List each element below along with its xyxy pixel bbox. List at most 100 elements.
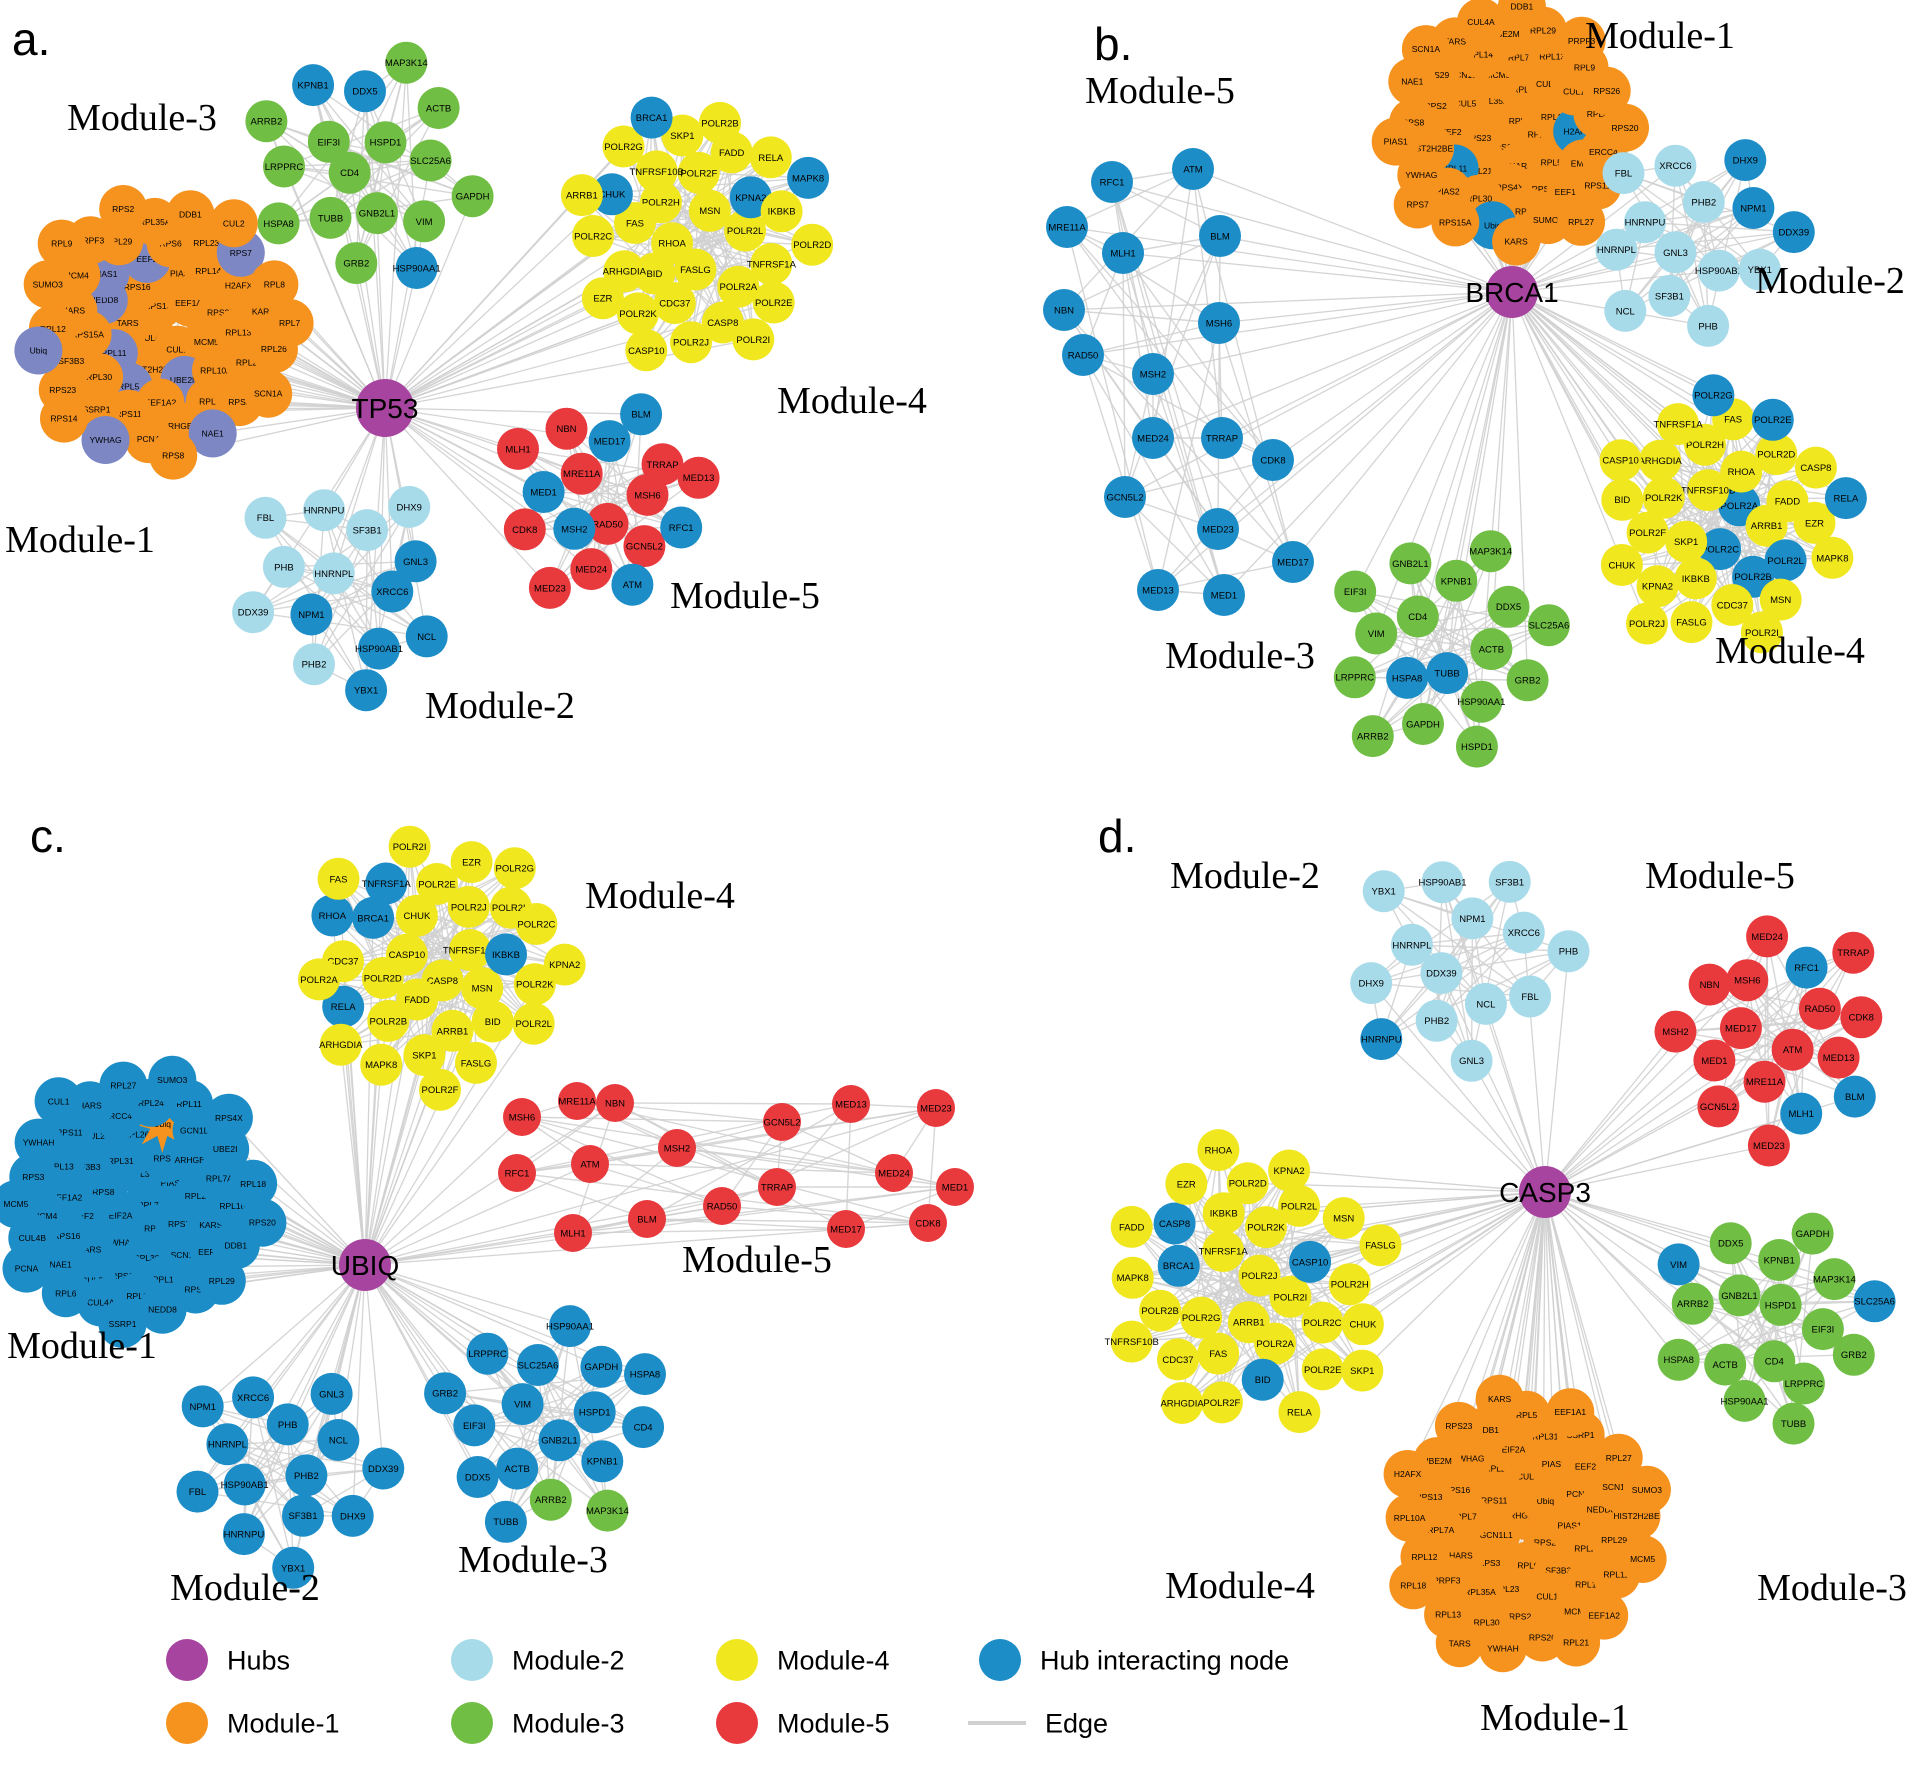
node-RPS15A[interactable]: RPS15A: [1431, 198, 1480, 247]
node-RPS14[interactable]: RPS14: [40, 394, 88, 443]
node-RPL9[interactable]: RPL9: [37, 219, 86, 268]
node-DDX39[interactable]: DDX39: [232, 591, 275, 634]
node-MAP3K14[interactable]: MAP3K14: [586, 1489, 629, 1532]
node-RAD50[interactable]: RAD50: [1798, 987, 1841, 1030]
node-CD4[interactable]: CD4: [1753, 1340, 1796, 1383]
node-BLM[interactable]: BLM: [1833, 1075, 1876, 1118]
node-YBX1[interactable]: YBX1: [1362, 870, 1405, 913]
node-HNRNPU[interactable]: HNRNPU: [303, 489, 346, 532]
node-POLR2L[interactable]: POLR2L: [724, 209, 767, 252]
hub-node-BRCA1[interactable]: BRCA1: [1465, 266, 1559, 318]
node-POLR2K[interactable]: POLR2K: [1642, 476, 1685, 519]
node-SKP1[interactable]: SKP1: [403, 1034, 446, 1077]
node-SCN1A[interactable]: SCN1A: [1401, 25, 1450, 74]
node-RHOA[interactable]: RHOA: [1197, 1129, 1240, 1172]
node-MSH2[interactable]: MSH2: [553, 507, 596, 550]
node-KPNB1[interactable]: KPNB1: [581, 1440, 624, 1483]
node-ARHGDIA[interactable]: ARHGDIA: [319, 1023, 363, 1066]
node-NBN[interactable]: NBN: [596, 1084, 634, 1122]
node-MSN[interactable]: MSN: [1759, 578, 1802, 621]
node-MCM5[interactable]: MCM5: [1618, 1535, 1667, 1583]
node-HSP90AB1[interactable]: HSP90AB1: [1695, 249, 1743, 292]
node-MSH6[interactable]: MSH6: [1726, 959, 1769, 1002]
node-POLR2I[interactable]: POLR2I: [1269, 1275, 1312, 1318]
node-CUL2[interactable]: CUL2: [209, 199, 258, 248]
node-ACTB[interactable]: ACTB: [1704, 1343, 1747, 1386]
node-DDB1[interactable]: DDB1: [166, 190, 215, 239]
node-GNL3[interactable]: GNL3: [1450, 1039, 1493, 1082]
node-FBL[interactable]: FBL: [1602, 152, 1645, 195]
node-POLR2J[interactable]: POLR2J: [1626, 602, 1668, 645]
node-DDX39[interactable]: DDX39: [362, 1447, 405, 1490]
node-CDC37[interactable]: CDC37: [1157, 1338, 1199, 1381]
node-RPL18[interactable]: RPL18: [1389, 1561, 1438, 1610]
node-TRRAP[interactable]: TRRAP: [758, 1168, 796, 1206]
node-RPL27[interactable]: RPL27: [1557, 197, 1606, 246]
node-MRE11A[interactable]: MRE11A: [560, 452, 603, 495]
node-CHUK[interactable]: CHUK: [1341, 1303, 1384, 1346]
node-MRE11A[interactable]: MRE11A: [558, 1082, 596, 1120]
node-MSH6[interactable]: MSH6: [503, 1098, 541, 1136]
node-TNFRSF10B[interactable]: TNFRSF10B: [1681, 469, 1735, 512]
node-RPL21[interactable]: RPL21: [1552, 1618, 1601, 1667]
node-HSP90AA1[interactable]: HSP90AA1: [393, 247, 441, 289]
node-FAS[interactable]: FAS: [317, 857, 360, 900]
node-MAP3K14[interactable]: MAP3K14: [385, 41, 428, 84]
node-MAP3K14[interactable]: MAP3K14: [1469, 530, 1512, 573]
node-VIM[interactable]: VIM: [501, 1383, 544, 1426]
node-HSP90AB1[interactable]: HSP90AB1: [355, 627, 403, 670]
node-MAPK8[interactable]: MAPK8: [787, 156, 830, 199]
node-PRPF3[interactable]: PRPF3: [1557, 16, 1606, 65]
node-POLR2B[interactable]: POLR2B: [1139, 1289, 1182, 1332]
node-TUBB[interactable]: TUBB: [1426, 652, 1469, 695]
node-TNFRSF1A[interactable]: TNFRSF1A: [362, 862, 412, 905]
node-MSH2[interactable]: MSH2: [1132, 353, 1174, 395]
node-DDX39[interactable]: DDX39: [1420, 952, 1463, 995]
node-RELA[interactable]: RELA: [1278, 1391, 1321, 1434]
node-PHB[interactable]: PHB: [266, 1403, 309, 1446]
node-DDX39[interactable]: DDX39: [1772, 211, 1815, 254]
node-PHB2[interactable]: PHB2: [1415, 999, 1458, 1042]
node-CASP10[interactable]: CASP10: [625, 329, 668, 372]
node-MLH1[interactable]: MLH1: [1102, 232, 1144, 274]
node-RPL10A[interactable]: RPL10A: [1385, 1493, 1434, 1542]
node-RPS7[interactable]: RPS7: [1393, 180, 1442, 229]
node-NPM1[interactable]: NPM1: [290, 593, 333, 636]
node-ARRB2[interactable]: ARRB2: [1351, 715, 1394, 758]
node-BID[interactable]: BID: [471, 1000, 514, 1043]
node-HNRNPL[interactable]: HNRNPL: [206, 1423, 249, 1466]
node-ARHGDIA[interactable]: ARHGDIA: [1638, 439, 1682, 482]
node-CDK8[interactable]: CDK8: [1252, 439, 1294, 481]
node-POLR2C[interactable]: POLR2C: [1301, 1301, 1344, 1344]
node-MED17[interactable]: MED17: [588, 420, 631, 463]
node-DHX9[interactable]: DHX9: [388, 485, 431, 528]
node-PHB2[interactable]: PHB2: [293, 643, 335, 686]
node-MED24[interactable]: MED24: [570, 548, 613, 591]
node-MCM5[interactable]: MCM5: [0, 1180, 40, 1229]
node-RPL8[interactable]: RPL8: [250, 260, 299, 309]
node-RPL18[interactable]: RPL18: [229, 1159, 278, 1208]
node-CD4[interactable]: CD4: [328, 151, 371, 194]
node-TNFRSF1A[interactable]: TNFRSF1A: [747, 243, 797, 285]
node-GNL3[interactable]: GNL3: [1654, 231, 1697, 274]
node-LRPPRC[interactable]: LRPPRC: [1333, 656, 1376, 699]
node-XRCC6[interactable]: XRCC6: [371, 570, 414, 613]
node-MSN[interactable]: MSN: [461, 967, 504, 1010]
node-SF3B1[interactable]: SF3B1: [1648, 275, 1691, 317]
node-POLR2E[interactable]: POLR2E: [416, 863, 458, 905]
node-RELA[interactable]: RELA: [1824, 477, 1867, 520]
node-DHX9[interactable]: DHX9: [331, 1494, 374, 1537]
node-FASLG[interactable]: FASLG: [674, 248, 717, 291]
node-KPNB1[interactable]: KPNB1: [1435, 559, 1478, 602]
node-MED23[interactable]: MED23: [1747, 1124, 1790, 1167]
node-NPM1[interactable]: NPM1: [1451, 897, 1494, 940]
node-POLR2E[interactable]: POLR2E: [1301, 1348, 1344, 1391]
node-KPNA2[interactable]: KPNA2: [543, 943, 586, 986]
node-CUL1[interactable]: CUL1: [34, 1077, 83, 1126]
node-MLH1[interactable]: MLH1: [1780, 1092, 1823, 1135]
node-POLR2D[interactable]: POLR2D: [1755, 433, 1798, 476]
node-CASP8[interactable]: CASP8: [1153, 1202, 1196, 1245]
node-EIF3I[interactable]: EIF3I: [1334, 570, 1377, 613]
node-MRE11A[interactable]: MRE11A: [1046, 206, 1088, 248]
node-BID[interactable]: BID: [633, 252, 676, 295]
